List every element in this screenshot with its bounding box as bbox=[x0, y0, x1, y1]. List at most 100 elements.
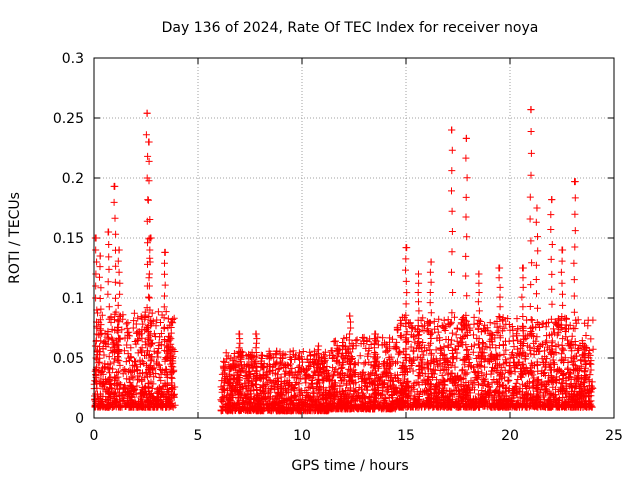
data-point bbox=[295, 349, 303, 357]
data-point bbox=[223, 355, 231, 363]
data-point bbox=[566, 321, 574, 329]
data-point bbox=[320, 355, 328, 362]
data-point bbox=[126, 357, 133, 365]
data-point bbox=[316, 405, 324, 413]
data-point bbox=[533, 319, 541, 326]
data-point bbox=[519, 283, 527, 291]
data-point bbox=[112, 294, 119, 302]
data-point bbox=[463, 174, 471, 182]
data-point bbox=[469, 348, 477, 356]
data-point bbox=[287, 400, 294, 408]
data-point bbox=[305, 407, 313, 414]
data-point bbox=[569, 396, 577, 403]
data-point bbox=[550, 325, 557, 333]
data-point bbox=[288, 383, 296, 391]
data-point bbox=[449, 396, 457, 404]
data-point bbox=[238, 404, 246, 412]
data-point bbox=[346, 372, 354, 380]
data-point bbox=[445, 397, 452, 405]
data-point bbox=[534, 304, 541, 312]
data-point bbox=[532, 382, 540, 390]
data-point bbox=[495, 396, 503, 404]
y-tick-label: 0.05 bbox=[53, 351, 84, 367]
data-point bbox=[146, 330, 154, 338]
data-point bbox=[257, 360, 265, 368]
data-point bbox=[246, 367, 254, 375]
data-point bbox=[448, 228, 456, 235]
data-point bbox=[161, 248, 169, 256]
data-point bbox=[113, 369, 121, 376]
data-point bbox=[560, 385, 568, 392]
data-point bbox=[236, 330, 244, 338]
data-point bbox=[427, 329, 435, 337]
data-point bbox=[508, 397, 516, 405]
data-point bbox=[501, 392, 509, 400]
data-point bbox=[100, 400, 108, 408]
data-point bbox=[166, 368, 174, 376]
data-point bbox=[281, 351, 289, 359]
data-point bbox=[427, 349, 435, 357]
data-point bbox=[554, 367, 562, 375]
data-point bbox=[160, 390, 168, 398]
data-point bbox=[97, 401, 105, 409]
data-point bbox=[241, 400, 249, 408]
data-point bbox=[392, 397, 400, 405]
data-point bbox=[401, 390, 409, 398]
data-point bbox=[527, 359, 535, 367]
data-point bbox=[169, 319, 177, 327]
data-point bbox=[394, 326, 402, 334]
data-point bbox=[397, 392, 405, 400]
x-tick-label: 5 bbox=[194, 428, 203, 444]
data-point bbox=[237, 393, 245, 401]
data-point bbox=[246, 393, 254, 401]
data-point bbox=[440, 365, 448, 373]
data-point bbox=[414, 335, 422, 343]
data-point bbox=[426, 346, 434, 354]
data-point bbox=[339, 401, 347, 409]
data-point bbox=[97, 305, 105, 313]
data-point bbox=[145, 313, 153, 320]
data-point bbox=[258, 355, 266, 362]
data-point bbox=[145, 270, 153, 278]
data-point bbox=[167, 318, 175, 326]
data-point bbox=[452, 345, 460, 353]
data-point bbox=[97, 337, 105, 345]
data-point bbox=[231, 388, 239, 396]
data-point bbox=[434, 323, 442, 330]
data-point bbox=[399, 361, 406, 369]
data-point bbox=[373, 370, 381, 378]
data-point bbox=[236, 349, 244, 356]
data-point bbox=[329, 372, 337, 380]
data-point bbox=[526, 346, 534, 354]
data-point bbox=[519, 322, 526, 330]
data-point bbox=[430, 366, 438, 374]
data-point bbox=[433, 334, 441, 342]
data-point bbox=[221, 366, 229, 374]
data-point bbox=[295, 401, 303, 409]
data-point bbox=[572, 382, 580, 390]
data-point bbox=[447, 370, 455, 378]
data-point bbox=[459, 335, 467, 342]
data-point bbox=[276, 407, 284, 415]
data-point bbox=[320, 370, 328, 378]
data-point bbox=[381, 394, 389, 402]
data-point bbox=[397, 333, 405, 341]
data-point bbox=[243, 384, 251, 392]
data-point bbox=[458, 397, 466, 405]
data-point bbox=[454, 400, 462, 408]
data-point bbox=[479, 397, 487, 404]
data-point bbox=[298, 355, 306, 363]
data-point bbox=[160, 314, 168, 322]
data-point bbox=[96, 358, 104, 366]
data-point bbox=[154, 353, 162, 361]
data-point bbox=[477, 348, 485, 356]
data-point bbox=[365, 374, 373, 382]
data-point bbox=[441, 400, 448, 408]
data-point bbox=[142, 341, 150, 349]
data-point bbox=[145, 138, 153, 146]
data-point bbox=[96, 263, 104, 271]
data-point bbox=[467, 362, 475, 370]
data-point bbox=[425, 401, 433, 409]
data-point bbox=[496, 303, 504, 311]
data-point bbox=[120, 384, 128, 392]
